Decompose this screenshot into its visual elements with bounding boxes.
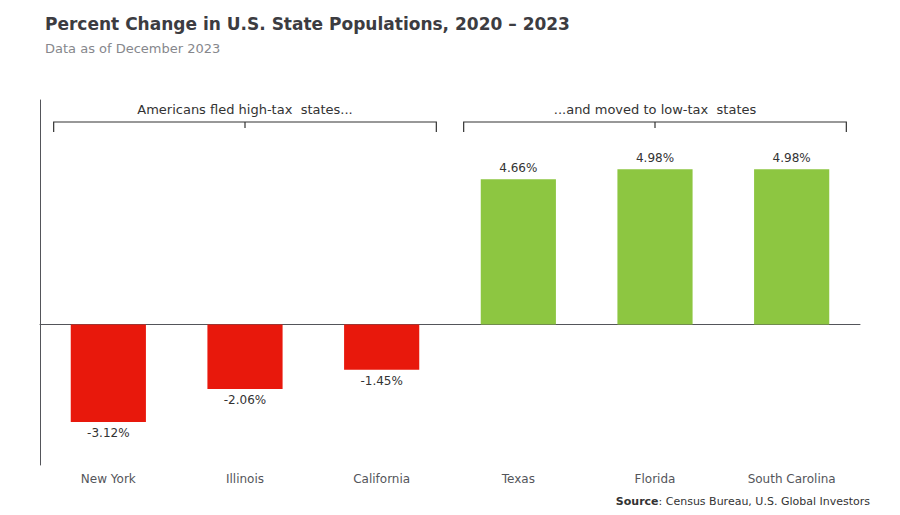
svg-text:-3.12%: -3.12% [87,426,129,440]
svg-text:4.98%: 4.98% [773,151,811,165]
svg-text:: Census Bureau, U.S. Global I: : Census Bureau, U.S. Global Investors [659,495,871,508]
svg-text:South Carolina: South Carolina [748,472,836,486]
svg-text:Source: Source [616,495,659,508]
svg-text:New York: New York [81,472,136,486]
svg-text:Florida: Florida [635,472,676,486]
svg-text:-1.45%: -1.45% [360,374,402,388]
svg-text:Percent Change in U.S. State P: Percent Change in U.S. State Populations… [45,14,570,34]
svg-text:4.66%: 4.66% [499,161,537,175]
svg-text:Americans fled high-tax state: Americans fled high-tax states... [137,102,353,117]
svg-text:California: California [353,472,410,486]
svg-text:4.98%: 4.98% [636,151,674,165]
svg-text:Illinois: Illinois [226,472,264,486]
svg-text:...and moved to low-tax state: ...and moved to low-tax states [554,102,757,117]
svg-text:Texas: Texas [501,472,535,486]
svg-text:Data as of December 2023: Data as of December 2023 [45,41,220,56]
svg-text:-2.06%: -2.06% [224,393,266,407]
